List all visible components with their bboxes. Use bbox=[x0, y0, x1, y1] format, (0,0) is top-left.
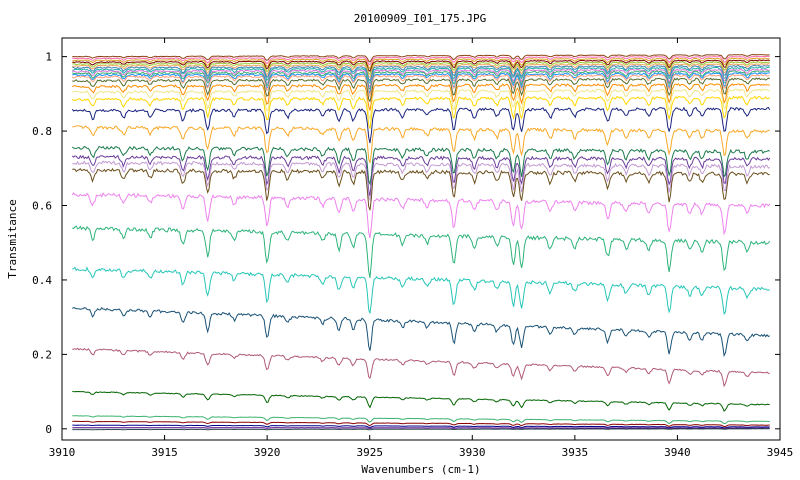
spectrum-series-line bbox=[72, 61, 770, 76]
x-tick-label: 3940 bbox=[664, 446, 691, 459]
spectrum-series-line bbox=[72, 68, 770, 89]
spectrum-series-line bbox=[72, 167, 770, 211]
spectrum-series-line bbox=[72, 160, 770, 202]
spectrum-series-line bbox=[71, 145, 770, 186]
spectrum-series-line bbox=[72, 66, 770, 85]
series-group bbox=[71, 53, 771, 431]
spectrum-series-line bbox=[71, 73, 770, 99]
x-tick-label: 3935 bbox=[562, 446, 589, 459]
spectrum-series-line bbox=[71, 95, 771, 129]
spectrum-series-line bbox=[72, 64, 770, 82]
y-tick-label: 0.2 bbox=[32, 348, 52, 361]
x-axis-label: Wavenumbers (cm-1) bbox=[361, 463, 480, 476]
y-tick-label: 0.8 bbox=[32, 125, 52, 138]
spectrum-series-line bbox=[72, 62, 770, 79]
spectrum-series-line bbox=[72, 306, 770, 358]
y-axis-label: Transmitance bbox=[6, 199, 19, 278]
spectrum-series-line bbox=[72, 424, 770, 429]
spectrum-series-line bbox=[72, 390, 770, 412]
spectrum-series-line bbox=[72, 415, 770, 425]
plot-frame bbox=[61, 37, 781, 441]
y-tick-label: 1 bbox=[45, 51, 52, 64]
spectrum-series-line bbox=[71, 154, 771, 197]
spectrum-series-line bbox=[72, 88, 770, 120]
x-tick-label: 3925 bbox=[356, 446, 383, 459]
spectrum-series-line bbox=[72, 225, 771, 278]
spectrum-series-line bbox=[72, 72, 770, 95]
spectrum-series-line bbox=[72, 53, 770, 63]
spectrum-series-line bbox=[72, 57, 770, 70]
y-tick-label: 0 bbox=[45, 423, 52, 436]
x-tick-label: 3920 bbox=[254, 446, 281, 459]
spectrum-series-line bbox=[72, 347, 770, 388]
chart-title: 20100909_I01_175.JPG bbox=[354, 12, 486, 25]
spectrum-series-line bbox=[72, 83, 770, 111]
spectrum-series-line bbox=[72, 125, 770, 164]
y-tick-label: 0.4 bbox=[32, 274, 52, 287]
x-tick-label: 3915 bbox=[151, 446, 178, 459]
spectrum-series-line bbox=[72, 59, 770, 72]
x-tick-label: 3930 bbox=[459, 446, 486, 459]
spectrum-series-line bbox=[72, 55, 770, 66]
y-tick-label: 0.6 bbox=[32, 200, 52, 213]
spectrum-series-line bbox=[71, 192, 771, 239]
spectrum-series-line bbox=[72, 428, 770, 431]
spectrum-series-line bbox=[72, 266, 770, 316]
spectrum-series-line bbox=[71, 106, 771, 144]
x-tick-label: 3910 bbox=[49, 446, 76, 459]
spectrum-series-line bbox=[72, 427, 770, 429]
y-axis: 0 0.2 0.4 0.6 0.8 1 bbox=[32, 51, 780, 436]
spectrum-series-line bbox=[72, 77, 770, 103]
spectrum-series-line bbox=[72, 420, 770, 427]
spectrum-series-line bbox=[71, 70, 771, 90]
x-tick-label: 3945 bbox=[767, 446, 794, 459]
x-axis: 3910 3915 3920 3925 3930 3935 3940 3945 bbox=[49, 38, 794, 459]
